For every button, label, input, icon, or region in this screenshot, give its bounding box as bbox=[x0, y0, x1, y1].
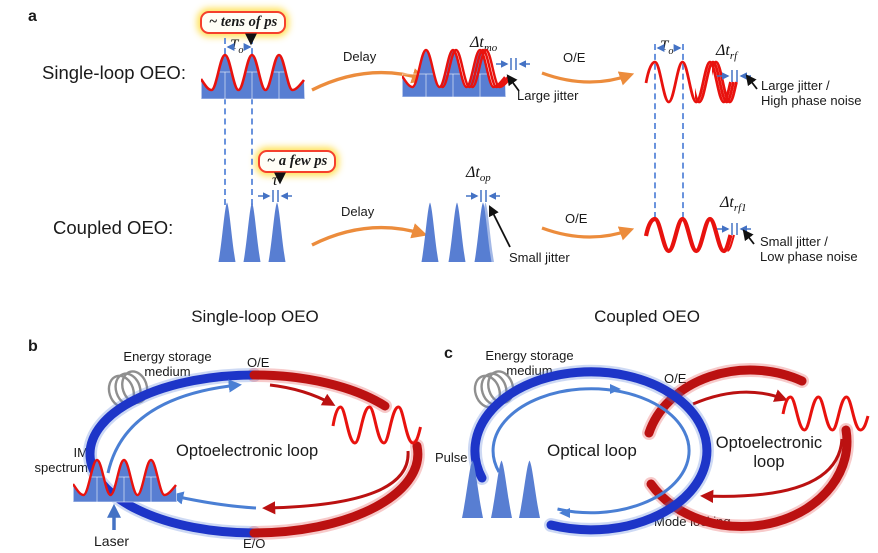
pulse-train-jittered bbox=[421, 202, 494, 262]
coupled-loop-diagram bbox=[467, 363, 870, 537]
panel-b-loop-label: Optoelectronic loop bbox=[176, 442, 319, 460]
panel-a-letter: a bbox=[28, 8, 37, 25]
rf-sine-panel-c bbox=[781, 395, 870, 432]
row2-oe-label: O/E bbox=[565, 211, 588, 226]
small-jitter-pointer-arrow bbox=[489, 205, 511, 248]
electrical-arc-top bbox=[249, 370, 390, 411]
rf1-note: Small jitter / Low phase noise bbox=[760, 234, 858, 264]
row2-name-label: Coupled OEO: bbox=[53, 217, 174, 238]
loop-flow-arrow-blue-top bbox=[106, 379, 242, 474]
rf-note-line2: High phase noise bbox=[761, 93, 862, 108]
oe-loop-label: Optoelectronic loop bbox=[715, 434, 823, 471]
dashed-line-left-2 bbox=[251, 38, 253, 205]
row1-delay-arrow bbox=[311, 68, 428, 92]
row2-delay-arrow bbox=[311, 223, 428, 247]
pulse-train-clean bbox=[218, 202, 286, 262]
panel-b-eo-label: E/O bbox=[243, 536, 266, 551]
rf-period-measure-arrows bbox=[656, 44, 682, 52]
oe-loop-arc-top bbox=[644, 365, 807, 438]
oe-loop-flow-arrow-top bbox=[692, 389, 788, 406]
pulse-train-panel-c bbox=[462, 460, 540, 518]
large-jitter-pointer-arrow bbox=[506, 74, 520, 92]
row2-delay-label: Delay bbox=[341, 204, 375, 219]
optical-loop-label: Optical loop bbox=[547, 441, 637, 460]
optical-flow-arrowhead-top bbox=[610, 384, 621, 394]
modulated-waveform-clean bbox=[201, 53, 306, 100]
loop-flow-arrow-blue-bottom bbox=[170, 491, 257, 510]
rf1-note-pointer-arrow bbox=[742, 229, 755, 245]
rf1-measure-arrows bbox=[717, 223, 751, 235]
panel-c-letter: c bbox=[444, 345, 453, 362]
row1-oe-arrow bbox=[541, 71, 635, 86]
rf1-measure-label: Δtrf1 bbox=[720, 194, 747, 215]
panel-b-title: Single-loop OEO bbox=[191, 307, 319, 326]
rf1-note-line1: Small jitter / bbox=[760, 234, 828, 249]
panel-b-oe-label: O/E bbox=[247, 355, 270, 370]
rf1-note-line2: Low phase noise bbox=[760, 249, 858, 264]
oe-loop-arc-bottom bbox=[646, 425, 852, 532]
row2-oe-arrow bbox=[541, 226, 635, 241]
rf-measure-label: Δtrf bbox=[716, 42, 738, 63]
optical-flow-arrowhead-bottom bbox=[559, 508, 570, 518]
energy-storage-label-c: Energy storage medium bbox=[485, 348, 574, 378]
rf-note: Large jitter / High phase noise bbox=[761, 78, 861, 108]
large-jitter-note: Large jitter bbox=[517, 88, 579, 103]
rf-waveform-clean bbox=[643, 216, 735, 254]
rf-sine-panel-b bbox=[331, 405, 422, 445]
dashed-line-right-2 bbox=[682, 44, 684, 218]
im-spectrum-label: IM spectrum bbox=[34, 445, 88, 475]
electrical-arc-bottom bbox=[249, 441, 423, 538]
im-spectrum-waveform bbox=[73, 458, 177, 503]
dashed-line-left-1 bbox=[224, 38, 226, 205]
tau-measure-arrows bbox=[258, 190, 292, 202]
badge-tens-of-ps: ~ tens of ps bbox=[200, 11, 287, 34]
jitter-measure-label-op: Δtop bbox=[466, 164, 491, 185]
row1-oe-label: O/E bbox=[563, 50, 586, 65]
rf-waveform-jittered bbox=[644, 60, 738, 104]
laser-arrow bbox=[107, 503, 121, 530]
badge-pointer-arrow bbox=[245, 33, 257, 46]
row1-name-label: Single-loop OEO: bbox=[42, 62, 186, 83]
optical-loop-inner-ring bbox=[491, 387, 691, 515]
single-loop-diagram bbox=[82, 367, 425, 540]
dashed-line-right-1 bbox=[654, 44, 656, 218]
rf-note-pointer-arrow bbox=[745, 74, 758, 90]
optical-fiber-arc bbox=[85, 370, 259, 538]
laser-label: Laser bbox=[94, 533, 130, 549]
jitter-measure-arrows-mo bbox=[496, 58, 530, 70]
badge-a-few-ps: ~ a few ps bbox=[258, 150, 337, 173]
jitter-measure-arrows-op bbox=[466, 190, 500, 202]
panel-b-letter: b bbox=[28, 338, 38, 355]
period-measure-arrows bbox=[226, 43, 252, 51]
loop-flow-arrow-red-top bbox=[269, 383, 336, 406]
optical-loop-ring bbox=[470, 367, 712, 535]
small-jitter-note: Small jitter bbox=[509, 250, 570, 265]
panel-c-oe-label: O/E bbox=[664, 371, 687, 386]
energy-storage-label-b: Energy storage medium bbox=[123, 349, 212, 379]
badge2-pointer-arrow bbox=[274, 172, 286, 185]
loop-flow-arrow-red-bottom bbox=[262, 450, 410, 515]
pulse-label: Pulse bbox=[435, 450, 468, 465]
oe-loop-flow-arrow-bottom bbox=[700, 438, 844, 503]
rf-note-line1: Large jitter / bbox=[761, 78, 830, 93]
panel-c-title: Coupled OEO bbox=[594, 307, 700, 326]
row1-delay-label: Delay bbox=[343, 49, 377, 64]
